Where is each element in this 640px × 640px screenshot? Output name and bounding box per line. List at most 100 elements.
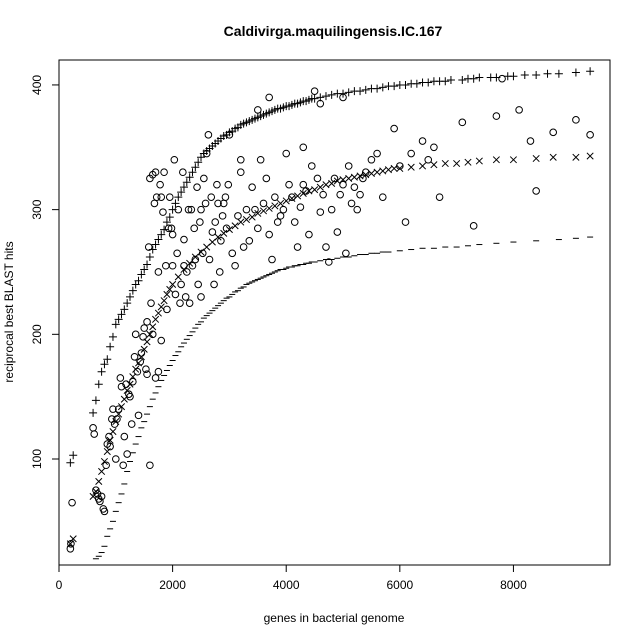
circle-point	[254, 106, 262, 114]
circle-point	[97, 492, 106, 501]
circle-point	[110, 420, 119, 428]
circle-point	[177, 280, 185, 289]
plus-point	[94, 380, 103, 389]
circle-point	[299, 143, 308, 152]
plus-point	[143, 260, 152, 269]
plus-point	[586, 67, 595, 76]
circle-point	[359, 174, 367, 183]
x-tick-label: 4000	[273, 578, 300, 592]
circle-point	[109, 405, 117, 413]
x-point	[379, 167, 387, 175]
circle-point	[217, 237, 225, 245]
circle-point	[127, 420, 136, 428]
circle-point	[469, 222, 478, 230]
x-point	[464, 158, 472, 166]
circle-point	[67, 540, 75, 548]
circle-point	[224, 180, 233, 189]
x-point	[441, 159, 449, 168]
circle-point	[572, 116, 580, 124]
x-point	[532, 154, 540, 163]
plus-point	[194, 158, 203, 167]
circle-point	[498, 74, 506, 83]
plus-point	[160, 225, 169, 234]
circle-point	[201, 199, 210, 208]
circle-point	[140, 324, 149, 332]
plus-point	[179, 183, 188, 192]
x-point	[282, 197, 290, 205]
circle-point	[336, 190, 344, 199]
circle-point	[307, 162, 316, 170]
circle-point	[322, 243, 330, 251]
x-point	[384, 166, 393, 174]
x-tick-label: 6000	[386, 578, 413, 592]
circle-point	[92, 486, 100, 494]
circle-point	[66, 544, 75, 553]
x-point	[453, 159, 461, 168]
circle-point	[236, 155, 245, 164]
circle-point	[225, 131, 234, 139]
circle-point	[188, 261, 197, 270]
circle-point	[396, 162, 404, 170]
x-point	[140, 345, 148, 353]
circle-point	[347, 199, 356, 208]
x-point	[98, 467, 106, 476]
x-point	[166, 285, 174, 293]
x-point	[362, 171, 370, 179]
x-point	[100, 457, 108, 466]
circle-point	[268, 255, 276, 264]
plus-point	[182, 178, 191, 187]
circle-point	[126, 392, 134, 401]
plus-point	[509, 72, 518, 81]
circle-point	[122, 380, 130, 388]
x-point	[248, 213, 256, 221]
plus-point	[114, 315, 123, 324]
circle-point	[176, 299, 184, 307]
circle-point	[142, 365, 150, 374]
circle-point	[296, 203, 305, 211]
x-point	[214, 233, 222, 241]
circle-point	[532, 187, 540, 195]
circle-point	[353, 205, 362, 214]
circle-point	[113, 415, 121, 423]
x-point	[149, 323, 157, 331]
plus-point	[310, 94, 319, 103]
circle-point	[181, 293, 190, 301]
circle-point	[271, 193, 279, 201]
y-axis-label: reciprocal best BLAST hits	[2, 241, 16, 382]
circle-point	[159, 208, 167, 216]
x-point	[322, 181, 330, 189]
x-point	[169, 280, 177, 288]
circle-point	[184, 205, 193, 214]
circle-point	[430, 143, 438, 152]
circle-point	[265, 230, 273, 239]
circle-point	[130, 352, 139, 361]
circle-point	[202, 149, 211, 158]
circle-point	[197, 293, 205, 301]
circle-point	[239, 243, 248, 251]
plus-point	[120, 305, 129, 314]
y-tick-label: 200	[30, 324, 44, 344]
x-point	[160, 297, 168, 305]
x-point	[475, 157, 483, 165]
circle-point	[165, 193, 174, 201]
plus-point	[361, 85, 370, 94]
circle-point	[327, 205, 336, 214]
circle-point	[144, 243, 153, 251]
x-point	[208, 238, 216, 246]
circle-point	[549, 128, 557, 137]
x-tick-label: 8000	[500, 578, 527, 592]
x-point	[242, 216, 251, 224]
plus-point	[66, 458, 75, 467]
circle-point	[180, 235, 188, 244]
circle-point	[193, 183, 201, 191]
circle-point	[116, 374, 125, 382]
plus-point	[117, 310, 126, 319]
plus-point	[424, 78, 433, 87]
plus-point	[412, 79, 421, 88]
circle-point	[117, 382, 126, 391]
plus-point	[91, 396, 100, 405]
circle-point	[129, 377, 137, 386]
circle-point	[168, 230, 177, 239]
circle-point	[190, 224, 198, 233]
